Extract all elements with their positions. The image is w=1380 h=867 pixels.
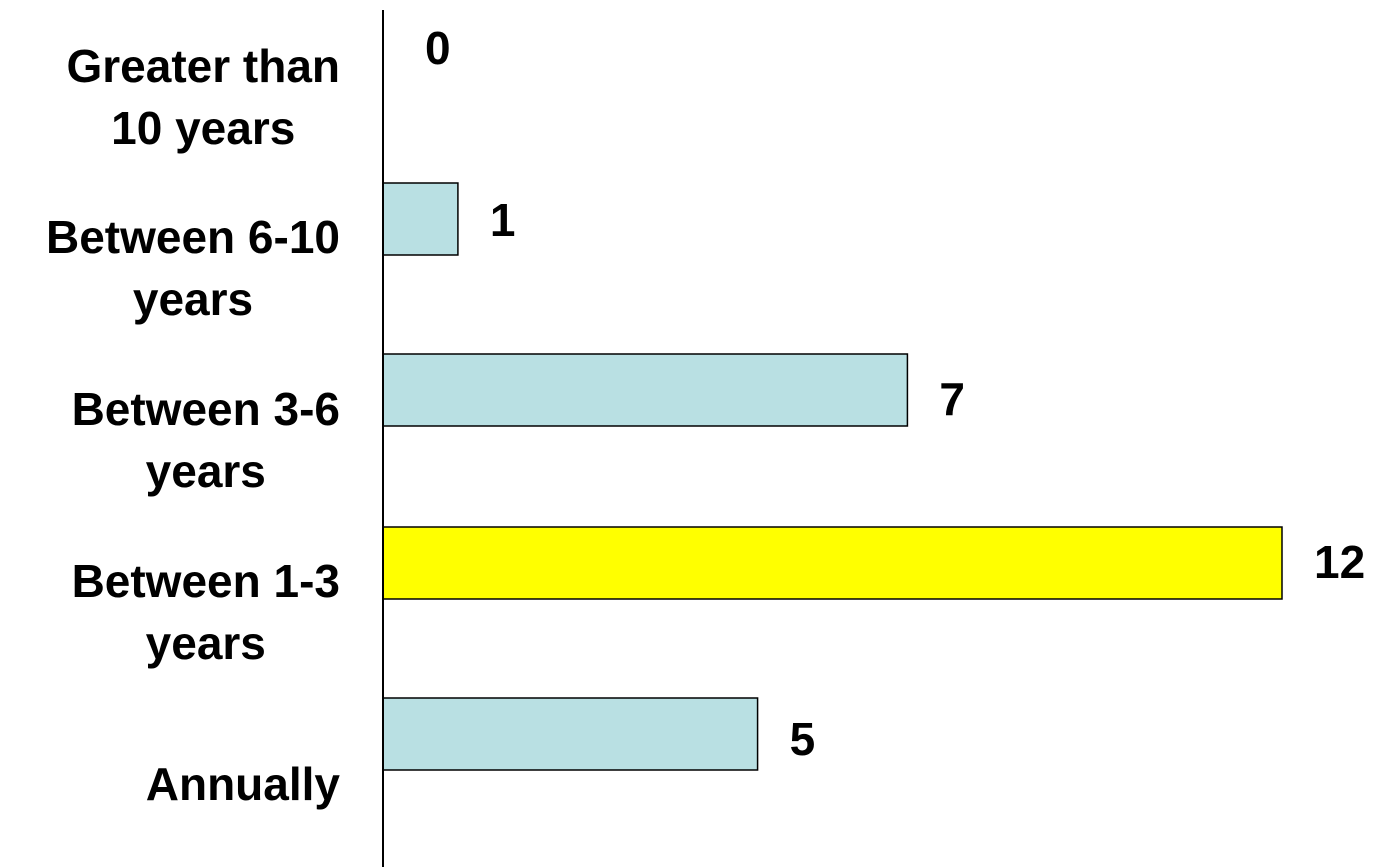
- category-label-0: Greater than 10 years: [66, 40, 340, 154]
- bar-4: [382, 697, 759, 771]
- value-label-1: 1: [490, 194, 516, 246]
- category-label-2: Between 3-6 years: [72, 383, 340, 497]
- category-label-3: Between 1-3 years: [72, 555, 340, 669]
- category-label-line: Between 1-3: [72, 555, 340, 607]
- value-label-3: 12: [1314, 536, 1365, 588]
- value-label-4: 5: [790, 713, 816, 765]
- category-label-line: Annually: [146, 758, 341, 810]
- value-label-0: 0: [425, 22, 451, 74]
- category-label-1: Between 6-10 years: [46, 211, 340, 325]
- category-label-line: years: [133, 273, 253, 325]
- bars-layer: [382, 182, 1283, 771]
- bar-2: [382, 353, 909, 427]
- value-labels-layer: 0 1 7 12 5: [425, 22, 1365, 765]
- category-label-line: years: [146, 445, 266, 497]
- category-label-line: Greater than: [66, 40, 340, 92]
- category-label-line: 10 years: [111, 102, 295, 154]
- bar-1: [382, 182, 459, 256]
- bar-3: [382, 526, 1283, 600]
- category-label-line: years: [146, 617, 266, 669]
- category-label-line: Between 6-10: [46, 211, 340, 263]
- category-label-4: Annually: [146, 758, 341, 810]
- value-label-2: 7: [939, 373, 965, 425]
- category-label-line: Between 3-6: [72, 383, 340, 435]
